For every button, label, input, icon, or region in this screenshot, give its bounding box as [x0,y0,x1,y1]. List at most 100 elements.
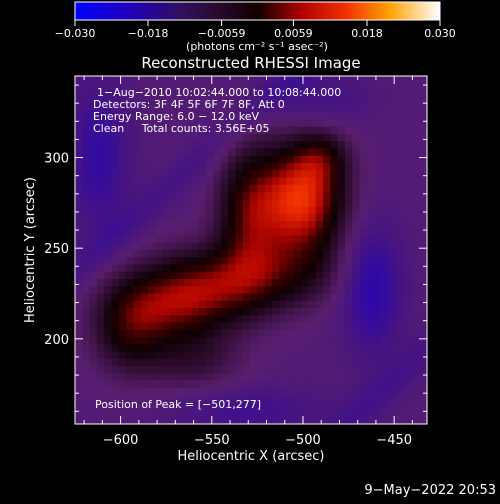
image-pixel [287,424,295,432]
image-pixel [264,387,273,396]
image-pixel [111,221,120,229]
image-pixel [118,221,127,229]
image-pixel [162,293,171,302]
image-pixel [286,402,295,411]
image-pixel [228,337,237,345]
image-pixel [330,308,339,316]
image-pixel [199,329,207,338]
image-pixel [242,366,251,374]
image-pixel [286,286,295,295]
image-pixel [133,126,142,135]
image-pixel [264,83,273,92]
image-pixel [337,83,346,92]
image-pixel [89,351,98,360]
colorbar-tick-label: 0.018 [351,27,383,40]
image-pixel [344,279,353,287]
image-pixel [184,177,193,186]
image-pixel [213,300,222,309]
image-pixel [388,242,397,251]
image-pixel [257,235,266,244]
image-pixel [352,228,361,237]
image-pixel [286,387,295,396]
image-pixel [344,387,353,396]
image-pixel [395,358,404,367]
image-pixel [337,126,346,135]
image-pixel [301,134,310,142]
image-pixel [250,300,258,309]
image-pixel [126,141,134,150]
image-pixel [250,206,258,215]
image-pixel [315,105,324,113]
image-pixel [301,155,310,164]
image-pixel [228,76,237,84]
image-pixel [330,387,339,396]
image-pixel [220,380,229,389]
image-pixel [250,192,258,200]
image-pixel [293,387,302,396]
image-pixel [374,97,383,106]
image-pixel [286,105,295,113]
image-pixel [82,177,91,186]
image-pixel [133,395,142,403]
image-pixel [403,380,412,389]
image-pixel [264,184,273,193]
peak-position-label: Position of Peak = [−501,277] [95,398,261,411]
image-pixel [315,250,324,258]
image-pixel [410,395,419,403]
image-pixel [323,213,331,222]
image-pixel [242,206,251,215]
image-pixel [162,279,171,287]
image-pixel [206,387,215,396]
image-pixel [82,293,91,302]
image-pixel [315,395,324,403]
image-pixel [235,134,244,142]
image-pixel [177,163,186,171]
image-pixel [359,264,368,273]
image-pixel [228,380,237,389]
image-pixel [395,416,404,424]
image-pixel [199,416,207,424]
image-pixel [301,279,310,287]
image-pixel [279,90,288,99]
image-pixel [264,322,273,331]
image-pixel [323,329,331,338]
image-pixel [111,83,120,92]
image-pixel [169,97,178,106]
image-pixel [191,97,200,106]
image-pixel [111,373,120,382]
image-pixel [184,380,193,389]
image-pixel [344,228,353,237]
image-pixel [75,134,83,142]
image-pixel [126,213,134,222]
image-pixel [140,409,149,418]
image-pixel [133,170,142,179]
image-pixel [118,395,127,403]
image-pixel [169,257,178,266]
image-pixel [184,264,193,273]
image-pixel [264,242,273,251]
image-pixel [82,279,91,287]
image-pixel [89,228,98,237]
image-pixel [381,322,390,331]
image-pixel [374,329,383,338]
image-pixel [177,141,186,150]
image-pixel [286,90,295,99]
image-pixel [133,177,142,186]
image-pixel [104,300,113,309]
image-pixel [308,155,317,164]
image-pixel [308,242,317,251]
image-pixel [366,235,375,244]
image-pixel [220,257,229,266]
image-pixel [177,119,186,128]
image-pixel [417,257,426,266]
image-pixel [220,163,229,171]
image-pixel [155,300,164,309]
image-pixel [235,308,244,316]
image-pixel [337,119,346,128]
image-pixel [271,126,280,135]
image-pixel [206,170,215,179]
image-pixel [388,213,397,222]
image-pixel [425,409,427,418]
image-pixel [96,148,105,157]
image-pixel [308,402,317,411]
